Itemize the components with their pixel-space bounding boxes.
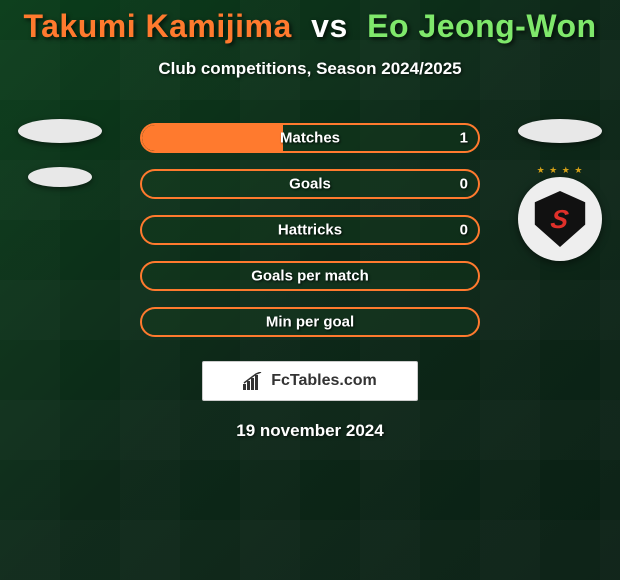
player2-name: Eo Jeong-Won: [367, 8, 596, 44]
comparison-title: Takumi Kamijima vs Eo Jeong-Won: [0, 0, 620, 45]
date-text: 19 november 2024: [0, 421, 620, 441]
player1-name: Takumi Kamijima: [23, 8, 291, 44]
brand-box: FcTables.com: [202, 361, 418, 401]
player2-avatar-column: ★ ★ ★ ★ S: [518, 119, 602, 261]
stat-bars: Matches 1 Goals 0 Hattricks 0 Goals per …: [140, 123, 480, 337]
title-vs: vs: [311, 8, 348, 44]
player1-avatar-placeholder: [18, 119, 102, 143]
club-stars-icon: ★ ★ ★ ★: [537, 165, 584, 176]
subtitle: Club competitions, Season 2024/2025: [0, 59, 620, 79]
stat-bar-min-per-goal: Min per goal: [140, 307, 480, 337]
stat-bar-goals: Goals 0: [140, 169, 480, 199]
stat-label: Matches: [280, 130, 340, 147]
stat-bar-hattricks: Hattricks 0: [140, 215, 480, 245]
stat-label: Hattricks: [278, 222, 342, 239]
player2-avatar-placeholder: [518, 119, 602, 143]
stat-label: Goals: [289, 176, 331, 193]
stat-value: 0: [460, 176, 468, 193]
stats-area: ★ ★ ★ ★ S Matches 1 Goals 0 Hattricks 0: [0, 123, 620, 337]
brand-text: FcTables.com: [271, 372, 377, 390]
player1-club-placeholder: [28, 167, 92, 187]
stat-fill: [142, 125, 283, 151]
stat-bar-matches: Matches 1: [140, 123, 480, 153]
club-letter: S: [549, 204, 571, 235]
player1-avatar-column: [18, 119, 102, 187]
stat-label: Min per goal: [266, 314, 354, 331]
stat-value: 1: [460, 130, 468, 147]
brand-chart-icon: [243, 372, 265, 390]
stat-value: 0: [460, 222, 468, 239]
stat-label: Goals per match: [251, 268, 369, 285]
club-shield-icon: S: [532, 191, 588, 247]
player2-club-badge: ★ ★ ★ ★ S: [518, 177, 602, 261]
stat-bar-goals-per-match: Goals per match: [140, 261, 480, 291]
